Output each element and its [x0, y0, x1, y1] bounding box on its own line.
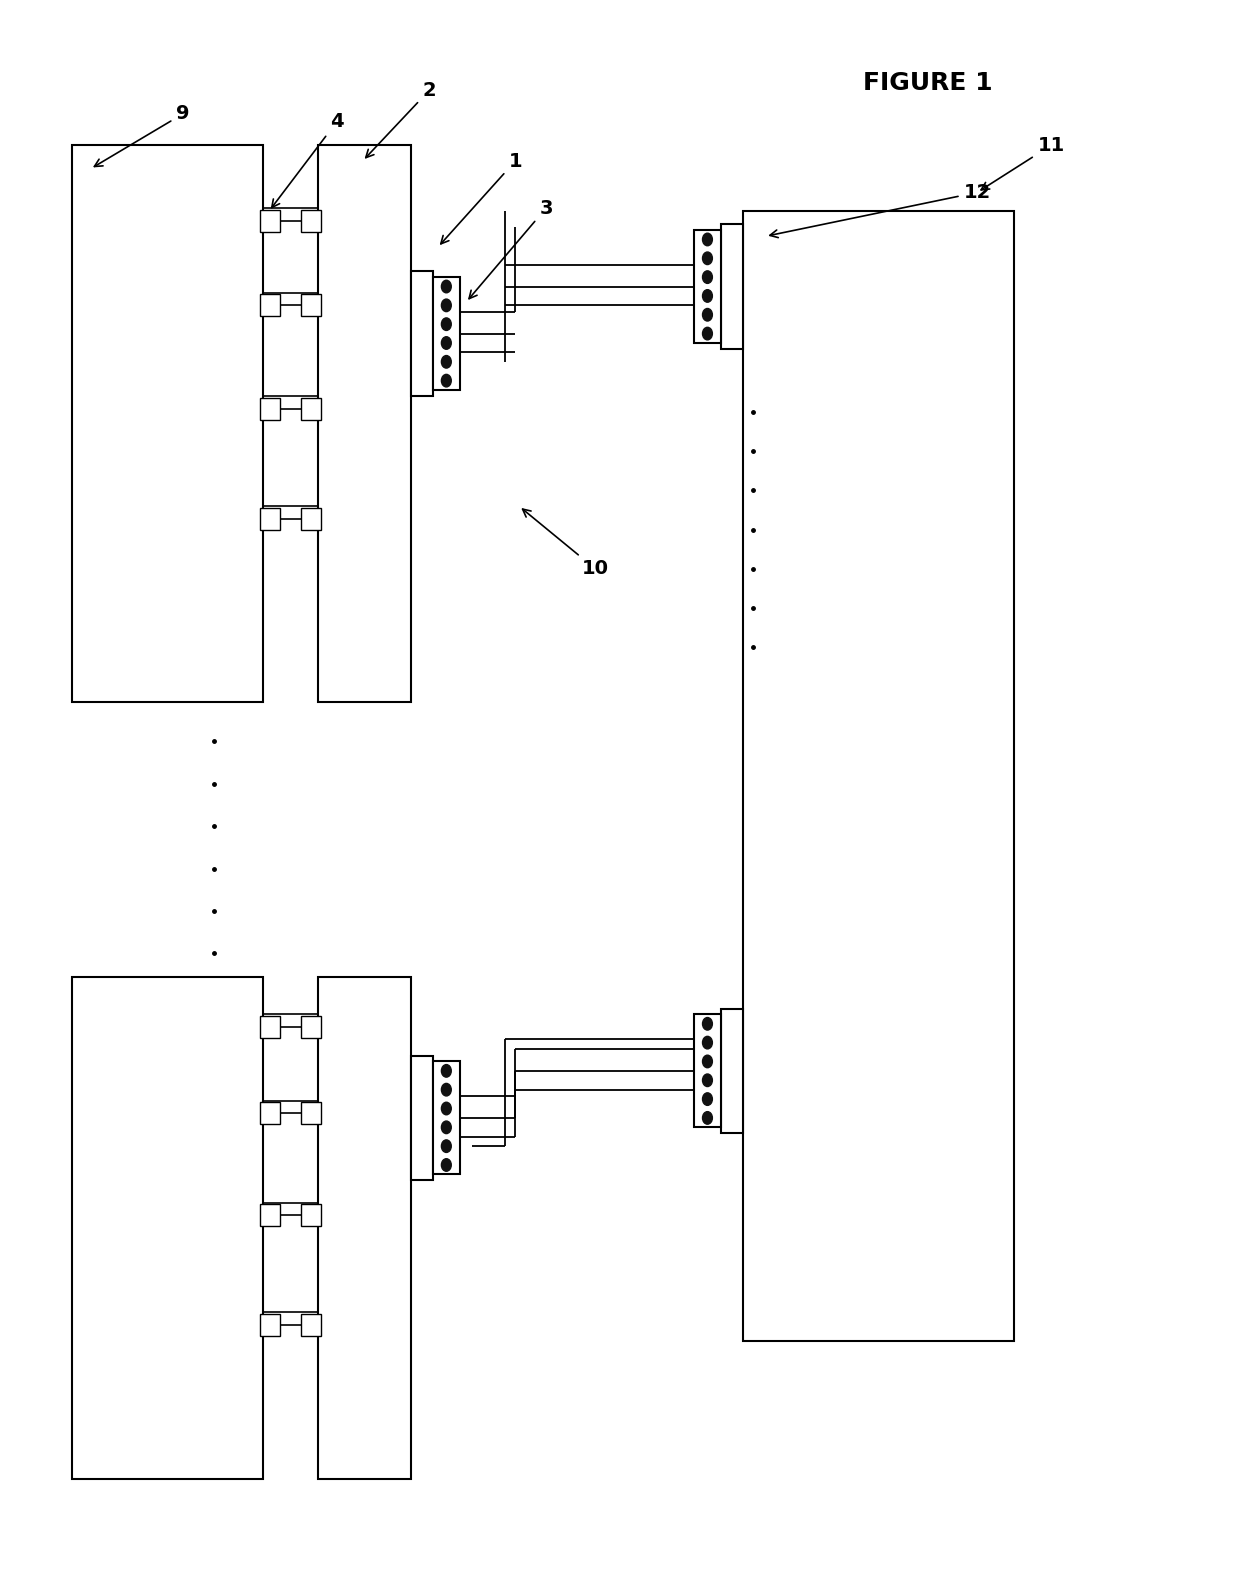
Bar [319, 976, 410, 1479]
Bar [260, 1314, 280, 1336]
Bar [301, 210, 321, 232]
Bar [72, 145, 263, 702]
Bar [743, 211, 1014, 1340]
Circle shape [441, 1083, 451, 1096]
Text: 11: 11 [981, 136, 1065, 189]
Bar [301, 397, 321, 419]
Bar [319, 145, 410, 702]
Bar [301, 1016, 321, 1038]
Circle shape [703, 328, 712, 341]
Bar [260, 397, 280, 419]
Circle shape [703, 1112, 712, 1124]
Circle shape [441, 374, 451, 386]
Circle shape [703, 1036, 712, 1049]
Bar [260, 1205, 280, 1227]
Circle shape [441, 319, 451, 331]
Circle shape [441, 281, 451, 293]
Bar [433, 278, 460, 390]
Bar [260, 1016, 280, 1038]
Text: 3: 3 [469, 199, 553, 298]
Circle shape [703, 1017, 712, 1030]
Text: 1: 1 [440, 151, 522, 244]
Text: 12: 12 [770, 183, 991, 238]
Circle shape [703, 271, 712, 284]
Bar [260, 1102, 280, 1124]
Circle shape [441, 355, 451, 367]
Circle shape [441, 300, 451, 312]
Circle shape [703, 252, 712, 265]
Circle shape [441, 1121, 451, 1134]
Bar [72, 976, 263, 1479]
Text: 9: 9 [94, 104, 190, 167]
Circle shape [703, 1055, 712, 1068]
Circle shape [703, 233, 712, 246]
Text: 4: 4 [272, 112, 343, 208]
Bar [410, 1055, 433, 1180]
Bar [260, 295, 280, 317]
Bar [301, 508, 321, 530]
Bar [301, 1314, 321, 1336]
Bar [433, 1061, 460, 1175]
Circle shape [441, 337, 451, 349]
Bar [260, 210, 280, 232]
Circle shape [703, 309, 712, 322]
Bar [260, 508, 280, 530]
Bar [720, 1009, 743, 1132]
Circle shape [441, 1102, 451, 1115]
Bar [410, 271, 433, 396]
Bar [694, 230, 720, 344]
Circle shape [441, 1140, 451, 1153]
Text: 2: 2 [366, 80, 436, 158]
Bar [720, 224, 743, 349]
Circle shape [441, 1064, 451, 1077]
Circle shape [703, 1093, 712, 1105]
Bar [301, 1205, 321, 1227]
Text: 10: 10 [522, 509, 609, 579]
Circle shape [703, 1074, 712, 1087]
Text: FIGURE 1: FIGURE 1 [863, 71, 993, 95]
Circle shape [441, 1159, 451, 1172]
Bar [301, 295, 321, 317]
Bar [694, 1014, 720, 1128]
Bar [301, 1102, 321, 1124]
Circle shape [703, 290, 712, 303]
